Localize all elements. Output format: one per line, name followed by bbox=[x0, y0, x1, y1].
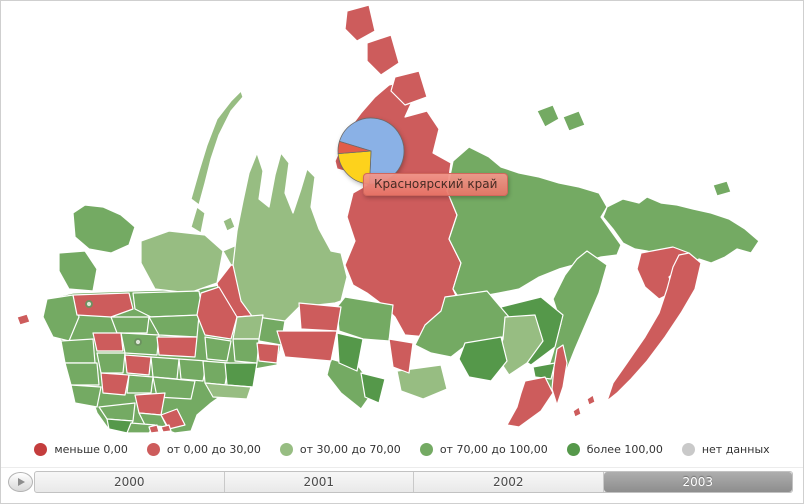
map-region-chukotka[interactable] bbox=[602, 196, 760, 268]
map-region-tver[interactable] bbox=[92, 332, 124, 352]
timeline-year-2001[interactable]: 2001 bbox=[225, 472, 414, 492]
map-region-caucasus-2[interactable] bbox=[160, 424, 172, 433]
legend-label: от 70,00 до 100,00 bbox=[439, 442, 548, 456]
year-track: 2000 2001 2002 2003 bbox=[34, 471, 793, 493]
legend-color-dot bbox=[681, 442, 695, 456]
map-region-new-siberian-2[interactable] bbox=[562, 110, 586, 132]
legend-color-dot bbox=[419, 442, 433, 456]
map-region-novgorod[interactable] bbox=[110, 316, 150, 334]
map-region-smolensk[interactable] bbox=[60, 338, 96, 364]
map-region-altai-krai[interactable] bbox=[326, 358, 376, 410]
timeline-year-2000[interactable]: 2000 bbox=[35, 472, 225, 492]
map-region-omsk-novosibirsk[interactable] bbox=[276, 330, 338, 362]
legend-color-dot bbox=[146, 442, 160, 456]
map-region-karelia[interactable] bbox=[58, 250, 98, 292]
play-button[interactable] bbox=[8, 472, 33, 492]
map-region-kola[interactable] bbox=[72, 204, 136, 254]
map-region-kamchatka[interactable] bbox=[606, 252, 702, 402]
map-region-primorye[interactable] bbox=[506, 376, 554, 428]
map-region-leningrad[interactable] bbox=[72, 292, 134, 318]
map-region-kuril-2[interactable] bbox=[586, 394, 596, 406]
legend-label: от 30,00 до 70,00 bbox=[299, 442, 401, 456]
legend-label: нет данных bbox=[701, 442, 770, 456]
region-pie-chart[interactable] bbox=[337, 117, 405, 185]
map-region-altai-republic[interactable] bbox=[360, 372, 386, 404]
map-region-sakhalin[interactable] bbox=[551, 344, 568, 406]
map-region-novaya-zemlya-north[interactable] bbox=[190, 90, 244, 206]
map-region-caucasus-1[interactable] bbox=[148, 424, 160, 434]
legend-label: более 100,00 bbox=[586, 442, 663, 456]
legend-color-dot bbox=[566, 442, 580, 456]
map-region-kemerovo[interactable] bbox=[336, 332, 364, 372]
map-region-kuril-1[interactable] bbox=[572, 406, 582, 418]
legend-label: от 0,00 до 30,00 bbox=[166, 442, 261, 456]
map-region-new-siberian-1[interactable] bbox=[536, 104, 560, 128]
map-region-orenburg[interactable] bbox=[204, 382, 252, 400]
legend-item-2: от 30,00 до 70,00 bbox=[279, 442, 401, 456]
map-region-severnaya-zemlya-3[interactable] bbox=[390, 70, 428, 106]
map-region-bashkortostan[interactable] bbox=[224, 362, 258, 388]
map-region-tuva[interactable] bbox=[396, 364, 448, 400]
map-region-kaluga[interactable] bbox=[64, 362, 100, 386]
map-region-kaliningrad[interactable] bbox=[16, 313, 31, 326]
legend-item-5: нет данных bbox=[681, 442, 770, 456]
map-region-nizhny-novgorod[interactable] bbox=[156, 336, 198, 358]
map-region-mordovia[interactable] bbox=[150, 356, 180, 380]
map-region-khakassia[interactable] bbox=[388, 338, 414, 374]
city-marker-saint-petersburg[interactable] bbox=[85, 300, 93, 308]
legend: меньше 0,00 от 0,00 до 30,00 от 30,00 до 7… bbox=[1, 439, 803, 459]
map-region-novaya-zemlya-south[interactable] bbox=[190, 206, 206, 234]
map-region-severnaya-zemlya-1[interactable] bbox=[344, 4, 376, 42]
map-region-udmurtia[interactable] bbox=[204, 336, 232, 362]
legend-item-1: от 0,00 до 30,00 bbox=[146, 442, 261, 456]
map-region-tomsk[interactable] bbox=[298, 302, 342, 332]
map-region-ulyanovsk[interactable] bbox=[178, 358, 208, 382]
map-region-tyumen-khmao-yamal[interactable] bbox=[232, 152, 348, 330]
map-region-vologda[interactable] bbox=[132, 290, 204, 318]
map-region-kurgan[interactable] bbox=[256, 342, 280, 364]
map-region-wrangel[interactable] bbox=[712, 180, 732, 197]
legend-item-3: от 70,00 до 100,00 bbox=[419, 442, 548, 456]
legend-item-4: более 100,00 bbox=[566, 442, 663, 456]
map-region-tambov[interactable] bbox=[126, 374, 154, 394]
play-icon bbox=[18, 478, 25, 486]
map-region-vaygach[interactable] bbox=[222, 216, 236, 232]
timeline: 2000 2001 2002 2003 bbox=[1, 467, 803, 498]
russia-choropleth-map[interactable] bbox=[1, 1, 804, 437]
map-region-chelyabinsk[interactable] bbox=[232, 338, 260, 364]
legend-color-dot bbox=[279, 442, 293, 456]
map-region-voronezh[interactable] bbox=[100, 372, 130, 396]
legend-color-dot bbox=[34, 442, 48, 456]
map-region-arkhangelsk[interactable] bbox=[140, 230, 224, 294]
pie-slice-red[interactable] bbox=[337, 140, 372, 155]
map-region-buryatia[interactable] bbox=[458, 336, 508, 382]
map-region-kursk[interactable] bbox=[70, 384, 102, 408]
map-region-jewish-ao[interactable] bbox=[532, 362, 556, 380]
timeline-year-2002[interactable]: 2002 bbox=[414, 472, 604, 492]
legend-label: меньше 0,00 bbox=[54, 442, 128, 456]
map-region-perm[interactable] bbox=[232, 314, 264, 340]
region-tooltip: Красноярский край bbox=[363, 173, 509, 196]
map-region-stavropol[interactable] bbox=[126, 422, 156, 434]
map-region-volgograd[interactable] bbox=[134, 392, 166, 416]
map-region-severnaya-zemlya-2[interactable] bbox=[366, 34, 400, 76]
city-marker-moscow[interactable] bbox=[134, 338, 142, 346]
timeline-year-2003[interactable]: 2003 bbox=[603, 472, 792, 492]
map-region-tula[interactable] bbox=[96, 352, 126, 374]
map-region-ryazan[interactable] bbox=[124, 354, 152, 376]
legend-item-0: меньше 0,00 bbox=[34, 442, 128, 456]
map-region-kirov[interactable] bbox=[196, 286, 238, 340]
